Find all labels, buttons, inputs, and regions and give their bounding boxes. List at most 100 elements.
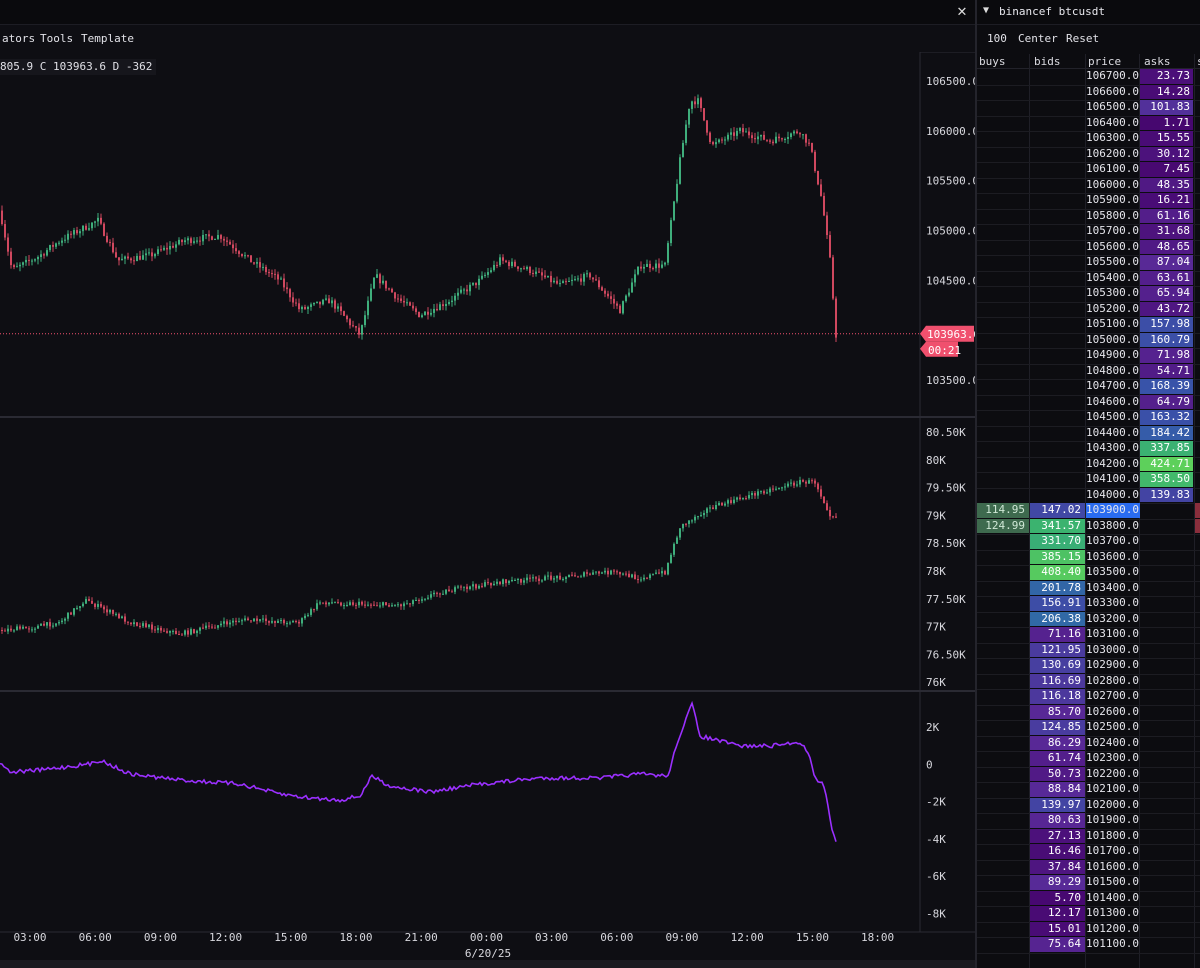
price-candle bbox=[781, 138, 783, 140]
orderbook-row[interactable]: 27.13 101800.0 bbox=[977, 828, 1200, 845]
orderbook-row[interactable]: 50.73 102200.0 bbox=[977, 766, 1200, 783]
volume-candle bbox=[454, 587, 456, 592]
orderbook-row[interactable]: 124.99 341.57 103800.0 bbox=[977, 518, 1200, 535]
price-candle bbox=[256, 262, 258, 264]
orderbook-row[interactable]: 105300.0 65.94 bbox=[977, 286, 1200, 303]
orderbook-row[interactable]: 201.78 103400.0 bbox=[977, 580, 1200, 597]
price-candle bbox=[382, 280, 384, 284]
orderbook-row[interactable]: 88.84 102100.0 bbox=[977, 782, 1200, 799]
orderbook-row[interactable]: 104100.0 358.50 bbox=[977, 472, 1200, 489]
orderbook-row[interactable]: 106500.0 101.83 bbox=[977, 100, 1200, 117]
orderbook-row[interactable]: 106100.0 7.45 bbox=[977, 162, 1200, 179]
orderbook-row[interactable]: 104700.0 168.39 bbox=[977, 379, 1200, 396]
price-candle bbox=[391, 288, 393, 293]
price-candle bbox=[724, 139, 726, 141]
horizontal-scrollbar bbox=[0, 960, 975, 968]
orderbook-row[interactable]: 124.85 102500.0 bbox=[977, 720, 1200, 737]
orderbook-row[interactable]: 105000.0 160.79 bbox=[977, 332, 1200, 349]
orderbook-row[interactable]: 104500.0 163.32 bbox=[977, 410, 1200, 427]
orderbook-row[interactable]: 104400.0 184.42 bbox=[977, 425, 1200, 442]
orderbook-row[interactable]: 106600.0 14.28 bbox=[977, 84, 1200, 101]
chart-canvas[interactable]: 106500.0 106000.0 105500.0 105000.0 104500.0… bbox=[0, 52, 975, 968]
orderbook-row[interactable]: 105100.0 157.98 bbox=[977, 317, 1200, 334]
orderbook-row[interactable]: 15.01 101200.0 bbox=[977, 921, 1200, 938]
orderbook-row[interactable]: 104200.0 424.71 bbox=[977, 456, 1200, 473]
asks-cell: 61.16 bbox=[1140, 208, 1193, 223]
orderbook-row[interactable]: 130.69 102900.0 bbox=[977, 658, 1200, 675]
orderbook-row[interactable]: 89.29 101500.0 bbox=[977, 875, 1200, 892]
volume-candle bbox=[694, 516, 696, 521]
orderbook-row[interactable]: 80.63 101900.0 bbox=[977, 813, 1200, 830]
volume-candle bbox=[103, 606, 105, 610]
close-icon[interactable]: ✕ bbox=[957, 1, 967, 20]
bids-cell bbox=[1030, 333, 1085, 348]
orderbook-row[interactable]: 105500.0 87.04 bbox=[977, 255, 1200, 272]
orderbook-row[interactable]: 331.70 103700.0 bbox=[977, 534, 1200, 551]
price-axis-label: 105000.0 bbox=[926, 225, 975, 238]
orderbook-row[interactable]: 104300.0 337.85 bbox=[977, 441, 1200, 458]
price-candle bbox=[208, 234, 210, 237]
orderbook-row[interactable]: 104800.0 54.71 bbox=[977, 363, 1200, 380]
orderbook-row[interactable]: 105800.0 61.16 bbox=[977, 208, 1200, 225]
center-button[interactable]: Center bbox=[1018, 32, 1058, 45]
orderbook-row[interactable]: 106000.0 48.35 bbox=[977, 177, 1200, 194]
depth-button[interactable]: 100 bbox=[987, 32, 1007, 45]
bids-cell bbox=[1030, 178, 1085, 193]
orderbook-row[interactable]: 104000.0 139.83 bbox=[977, 487, 1200, 504]
price-candle bbox=[799, 133, 801, 135]
volume-axis-label: 80.50K bbox=[926, 426, 966, 439]
orderbook-row[interactable]: 106300.0 15.55 bbox=[977, 131, 1200, 148]
orderbook-row[interactable]: 16.46 101700.0 bbox=[977, 844, 1200, 861]
orderbook-row[interactable]: 105700.0 31.68 bbox=[977, 224, 1200, 241]
orderbook-row[interactable]: 105600.0 48.65 bbox=[977, 239, 1200, 256]
buys-cell bbox=[977, 162, 1029, 177]
orderbook-row[interactable]: 116.69 102800.0 bbox=[977, 673, 1200, 690]
funnel-icon[interactable]: ▼ bbox=[983, 5, 990, 16]
asks-cell bbox=[1140, 658, 1193, 673]
price-candle bbox=[568, 280, 570, 282]
orderbook-row[interactable]: 37.84 101600.0 bbox=[977, 859, 1200, 876]
orderbook-row[interactable]: 12.17 101300.0 bbox=[977, 906, 1200, 923]
price-candle bbox=[604, 290, 606, 294]
orderbook-row[interactable]: 106200.0 30.12 bbox=[977, 146, 1200, 163]
orderbook-row[interactable]: 408.40 103500.0 bbox=[977, 565, 1200, 582]
sells-cell bbox=[1195, 302, 1200, 317]
menu-indicators[interactable]: ators bbox=[2, 32, 36, 45]
chart-area[interactable]: ✕ ators Tools Template 106500.0 106000.0 1… bbox=[0, 0, 975, 968]
orderbook-row[interactable]: 105400.0 63.61 bbox=[977, 270, 1200, 287]
price-axis-label: 103500.0 bbox=[926, 374, 975, 387]
sells-cell bbox=[1195, 286, 1200, 301]
orderbook-row[interactable]: 385.15 103600.0 bbox=[977, 549, 1200, 566]
volume-candle bbox=[64, 618, 66, 621]
orderbook-row[interactable]: 106700.0 23.73 bbox=[977, 69, 1200, 86]
orderbook-row[interactable]: 139.97 102000.0 bbox=[977, 797, 1200, 814]
menu-tools[interactable]: Tools bbox=[40, 32, 74, 45]
orderbook-row[interactable]: 116.18 102700.0 bbox=[977, 689, 1200, 706]
reset-button[interactable]: Reset bbox=[1066, 32, 1100, 45]
price-candle bbox=[610, 296, 612, 299]
price-candle bbox=[205, 234, 207, 236]
price-candle bbox=[769, 140, 771, 142]
orderbook-row[interactable]: 114.95 147.02 103900.0 bbox=[977, 503, 1200, 520]
orderbook-row[interactable]: 104600.0 64.79 bbox=[977, 394, 1200, 411]
volume-candle bbox=[142, 623, 144, 627]
volume-candle bbox=[544, 576, 546, 581]
volume-candle bbox=[403, 603, 405, 607]
volume-candle bbox=[421, 599, 423, 601]
orderbook-row[interactable]: 75.64 101100.0 bbox=[977, 937, 1200, 954]
orderbook-row[interactable]: 121.95 103000.0 bbox=[977, 642, 1200, 659]
menu-template[interactable]: Template bbox=[81, 32, 134, 45]
orderbook-row[interactable]: 5.70 101400.0 bbox=[977, 890, 1200, 907]
orderbook-row[interactable]: 86.29 102400.0 bbox=[977, 735, 1200, 752]
orderbook-row[interactable]: 105900.0 16.21 bbox=[977, 193, 1200, 210]
orderbook-row[interactable]: 206.38 103200.0 bbox=[977, 611, 1200, 628]
orderbook-row[interactable]: 85.70 102600.0 bbox=[977, 704, 1200, 721]
orderbook-row[interactable]: 104900.0 71.98 bbox=[977, 348, 1200, 365]
orderbook-row[interactable]: 61.74 102300.0 bbox=[977, 751, 1200, 768]
price-candle bbox=[295, 302, 297, 304]
orderbook-row[interactable]: 105200.0 43.72 bbox=[977, 301, 1200, 318]
orderbook-row[interactable]: 156.91 103300.0 bbox=[977, 596, 1200, 613]
orderbook-row[interactable]: 71.16 103100.0 bbox=[977, 627, 1200, 644]
orderbook-row[interactable]: 106400.0 1.71 bbox=[977, 115, 1200, 132]
volume-candle bbox=[115, 613, 117, 615]
